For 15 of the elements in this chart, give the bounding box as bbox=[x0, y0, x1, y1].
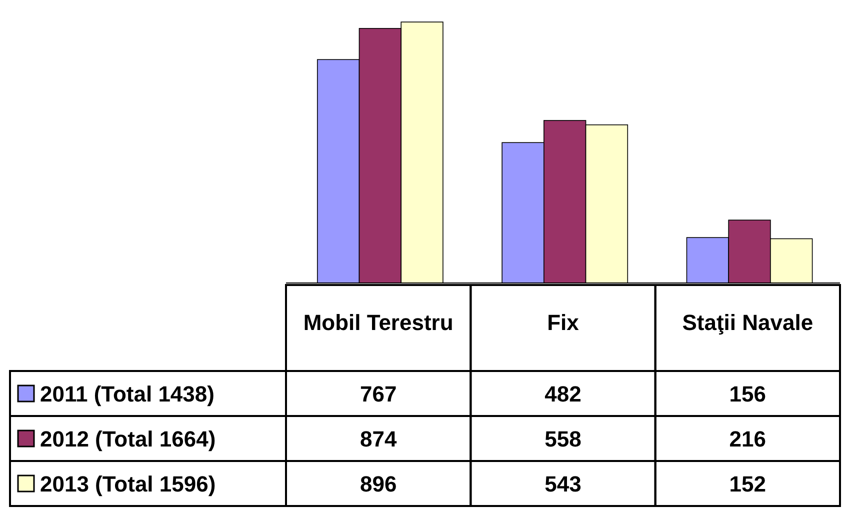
data-label: 156 bbox=[729, 382, 766, 406]
legend-label: 2012 (Total 1664) bbox=[40, 426, 216, 452]
x-tick-label: Staţii Navale bbox=[682, 310, 814, 335]
data-label: 896 bbox=[360, 472, 397, 496]
legend-label: 2011 (Total 1438) bbox=[40, 382, 214, 406]
data-label: 558 bbox=[544, 426, 582, 452]
data-label: 767 bbox=[360, 382, 397, 406]
data-label: 543 bbox=[544, 472, 582, 496]
data-label: 874 bbox=[360, 426, 398, 452]
x-tick-label: Fix bbox=[547, 310, 580, 335]
x-tick-label: Mobil Terestru bbox=[303, 310, 454, 335]
data-label: 216 bbox=[729, 426, 766, 452]
data-label: 482 bbox=[544, 382, 582, 406]
legend-label: 2013 (Total 1596) bbox=[40, 472, 216, 496]
data-label: 152 bbox=[729, 472, 766, 496]
